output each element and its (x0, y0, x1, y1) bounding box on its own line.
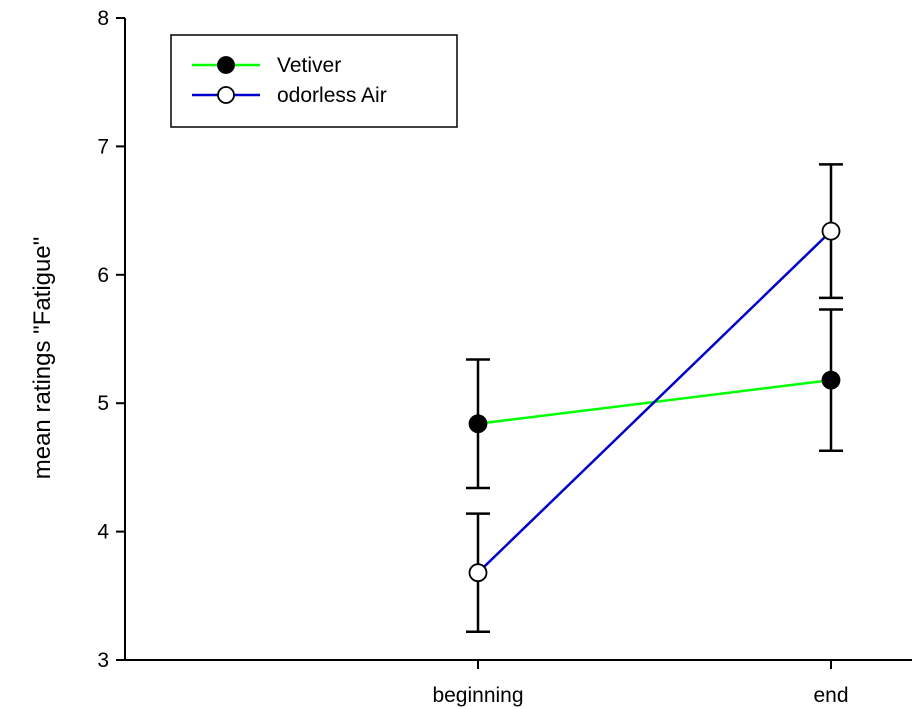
data-point-series-1 (821, 370, 841, 390)
legend-label: odorless Air (277, 84, 387, 107)
legend: Vetiver odorless Air (170, 34, 458, 128)
legend-box (170, 34, 458, 128)
legend-marker (217, 86, 235, 104)
legend-label: Vetiver (277, 54, 341, 77)
y-tick-label: 4 (97, 521, 109, 544)
y-tick-label: 3 (97, 649, 109, 672)
data-point-series-2 (468, 563, 488, 583)
legend-marker (217, 56, 235, 74)
data-point-series-2 (821, 221, 841, 241)
y-axis-title: mean ratings "Fatigue" (29, 237, 56, 480)
y-tick-label: 8 (97, 7, 109, 30)
y-tick-label: 7 (97, 135, 109, 158)
legend-items: Vetiver odorless Air (192, 54, 387, 107)
x-tick-label: end (813, 684, 848, 707)
y-tick-label: 5 (97, 392, 109, 415)
series-line-2 (477, 230, 832, 574)
y-tick-label: 6 (97, 264, 109, 287)
series-layer (466, 163, 843, 634)
axes: 3 4 5 6 7 8 beginning end (97, 7, 912, 707)
x-tick-label: beginning (432, 684, 523, 707)
data-point-series-1 (468, 414, 488, 434)
